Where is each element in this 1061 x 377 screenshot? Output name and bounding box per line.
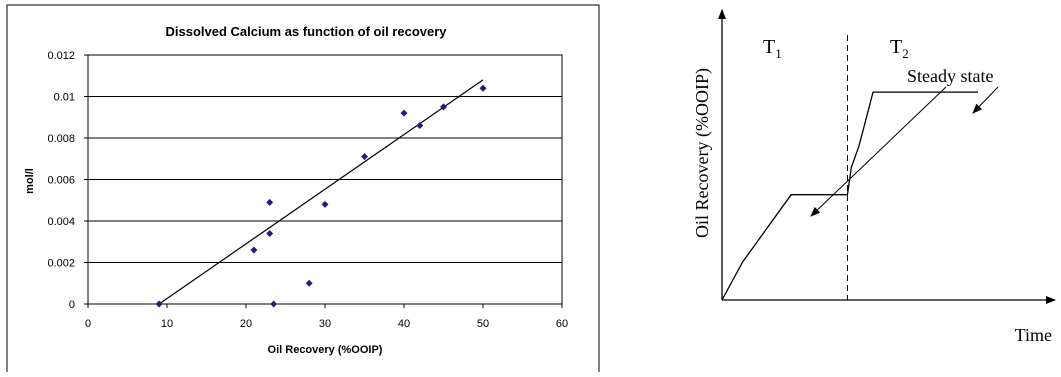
schematic-chart-panel: T1 T2 Steady state Time Oil Recovery (%O… — [605, 0, 1061, 372]
y-tick-label: 0.008 — [47, 133, 75, 145]
x-tick-label: 20 — [240, 318, 252, 330]
x-tick-label: 30 — [319, 318, 331, 330]
data-point — [266, 229, 274, 237]
y-axis-ticks: 0 0.002 0.004 0.006 0.008 0.01 0.012 — [47, 50, 88, 311]
trendline-group — [158, 79, 484, 305]
data-point — [270, 300, 278, 308]
scatter-chart-title: Dissolved Calcium as function of oil rec… — [165, 24, 447, 39]
annotation-arrow-2 — [972, 86, 999, 114]
scatter-chart: Dissolved Calcium as function of oil rec… — [6, 4, 600, 377]
data-point — [400, 109, 408, 117]
data-point — [305, 279, 313, 287]
axes — [718, 9, 1056, 304]
x-tick-label: 50 — [477, 318, 489, 330]
x-tick-label: 10 — [161, 318, 173, 330]
data-point — [440, 103, 447, 111]
steady-state-annotation: Steady state — [907, 66, 993, 86]
y-tick-label: 0.01 — [54, 92, 75, 104]
scatter-chart-panel: Dissolved Calcium as function of oil rec… — [6, 4, 600, 377]
chart-area-border — [6, 4, 600, 377]
x-tick-label: 0 — [85, 318, 91, 330]
x-axis-ticks: 0 10 20 30 40 50 60 — [85, 304, 568, 330]
y-tick-label: 0.002 — [47, 258, 75, 270]
data-points — [155, 84, 487, 308]
data-point — [155, 300, 163, 308]
data-point — [479, 84, 487, 92]
trendline — [158, 79, 484, 305]
recovery-curve — [721, 91, 978, 301]
phase-label-t1: T1 — [763, 36, 782, 61]
annotation-arrow-1 — [810, 86, 947, 217]
y-tick-label: 0.006 — [47, 175, 75, 187]
x-axis-label: Time — [1015, 325, 1052, 345]
y-tick-label: 0 — [69, 299, 75, 311]
data-point — [266, 198, 274, 206]
data-point — [361, 153, 368, 161]
phase-label-t2: T2 — [890, 36, 909, 61]
data-point — [250, 246, 258, 254]
x-axis-label: Oil Recovery (%OOIP) — [268, 344, 383, 356]
x-tick-label: 40 — [398, 318, 410, 330]
schematic-chart: T1 T2 Steady state Time Oil Recovery (%O… — [692, 9, 1056, 345]
y-axis-label: mol/l — [24, 168, 36, 194]
y-tick-label: 0.012 — [47, 50, 75, 62]
y-axis-label: Oil Recovery (%OOIP) — [692, 68, 713, 238]
data-point — [321, 200, 329, 208]
x-tick-label: 60 — [556, 318, 568, 330]
data-point — [416, 122, 424, 130]
y-tick-label: 0.004 — [47, 216, 75, 228]
